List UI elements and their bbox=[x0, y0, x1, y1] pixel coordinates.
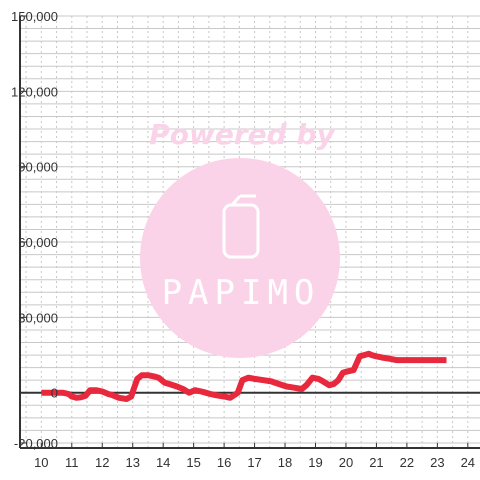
x-tick-label: 15 bbox=[186, 455, 200, 470]
y-tick-label: 150,000 bbox=[11, 9, 58, 24]
x-tick-label: 20 bbox=[339, 455, 353, 470]
x-tick-label: 21 bbox=[369, 455, 383, 470]
watermark-brand: PAPIMO bbox=[162, 273, 321, 313]
x-tick-label: 22 bbox=[400, 455, 414, 470]
x-tick-label: 16 bbox=[217, 455, 231, 470]
x-tick-label: 19 bbox=[308, 455, 322, 470]
watermark-caption: Powered by bbox=[149, 118, 336, 151]
series-line bbox=[41, 350, 447, 402]
x-tick-label: 24 bbox=[461, 455, 475, 470]
y-tick-label: 30,000 bbox=[18, 310, 58, 325]
x-tick-label: 23 bbox=[430, 455, 444, 470]
x-tick-label: 14 bbox=[156, 455, 170, 470]
watermark: Powered by PAPIMO bbox=[140, 118, 340, 358]
x-tick-label: 11 bbox=[65, 455, 79, 470]
x-tick-label: 17 bbox=[247, 455, 261, 470]
series-layer bbox=[41, 350, 447, 402]
x-tick-label: 12 bbox=[95, 455, 109, 470]
phone-icon bbox=[222, 194, 260, 259]
y-tick-label: -20,000 bbox=[14, 436, 58, 451]
x-tick-label: 13 bbox=[125, 455, 139, 470]
y-tick-label: 120,000 bbox=[11, 84, 58, 99]
y-tick-label: 60,000 bbox=[18, 235, 58, 250]
x-tick-label: 10 bbox=[34, 455, 48, 470]
y-tick-label: 0 bbox=[51, 386, 58, 401]
y-tick-label: 90,000 bbox=[18, 160, 58, 175]
x-tick-label: 18 bbox=[278, 455, 292, 470]
ticks-layer: -20,000 0 30,000 60,000 90,000 120,000 150,000… bbox=[11, 9, 475, 470]
